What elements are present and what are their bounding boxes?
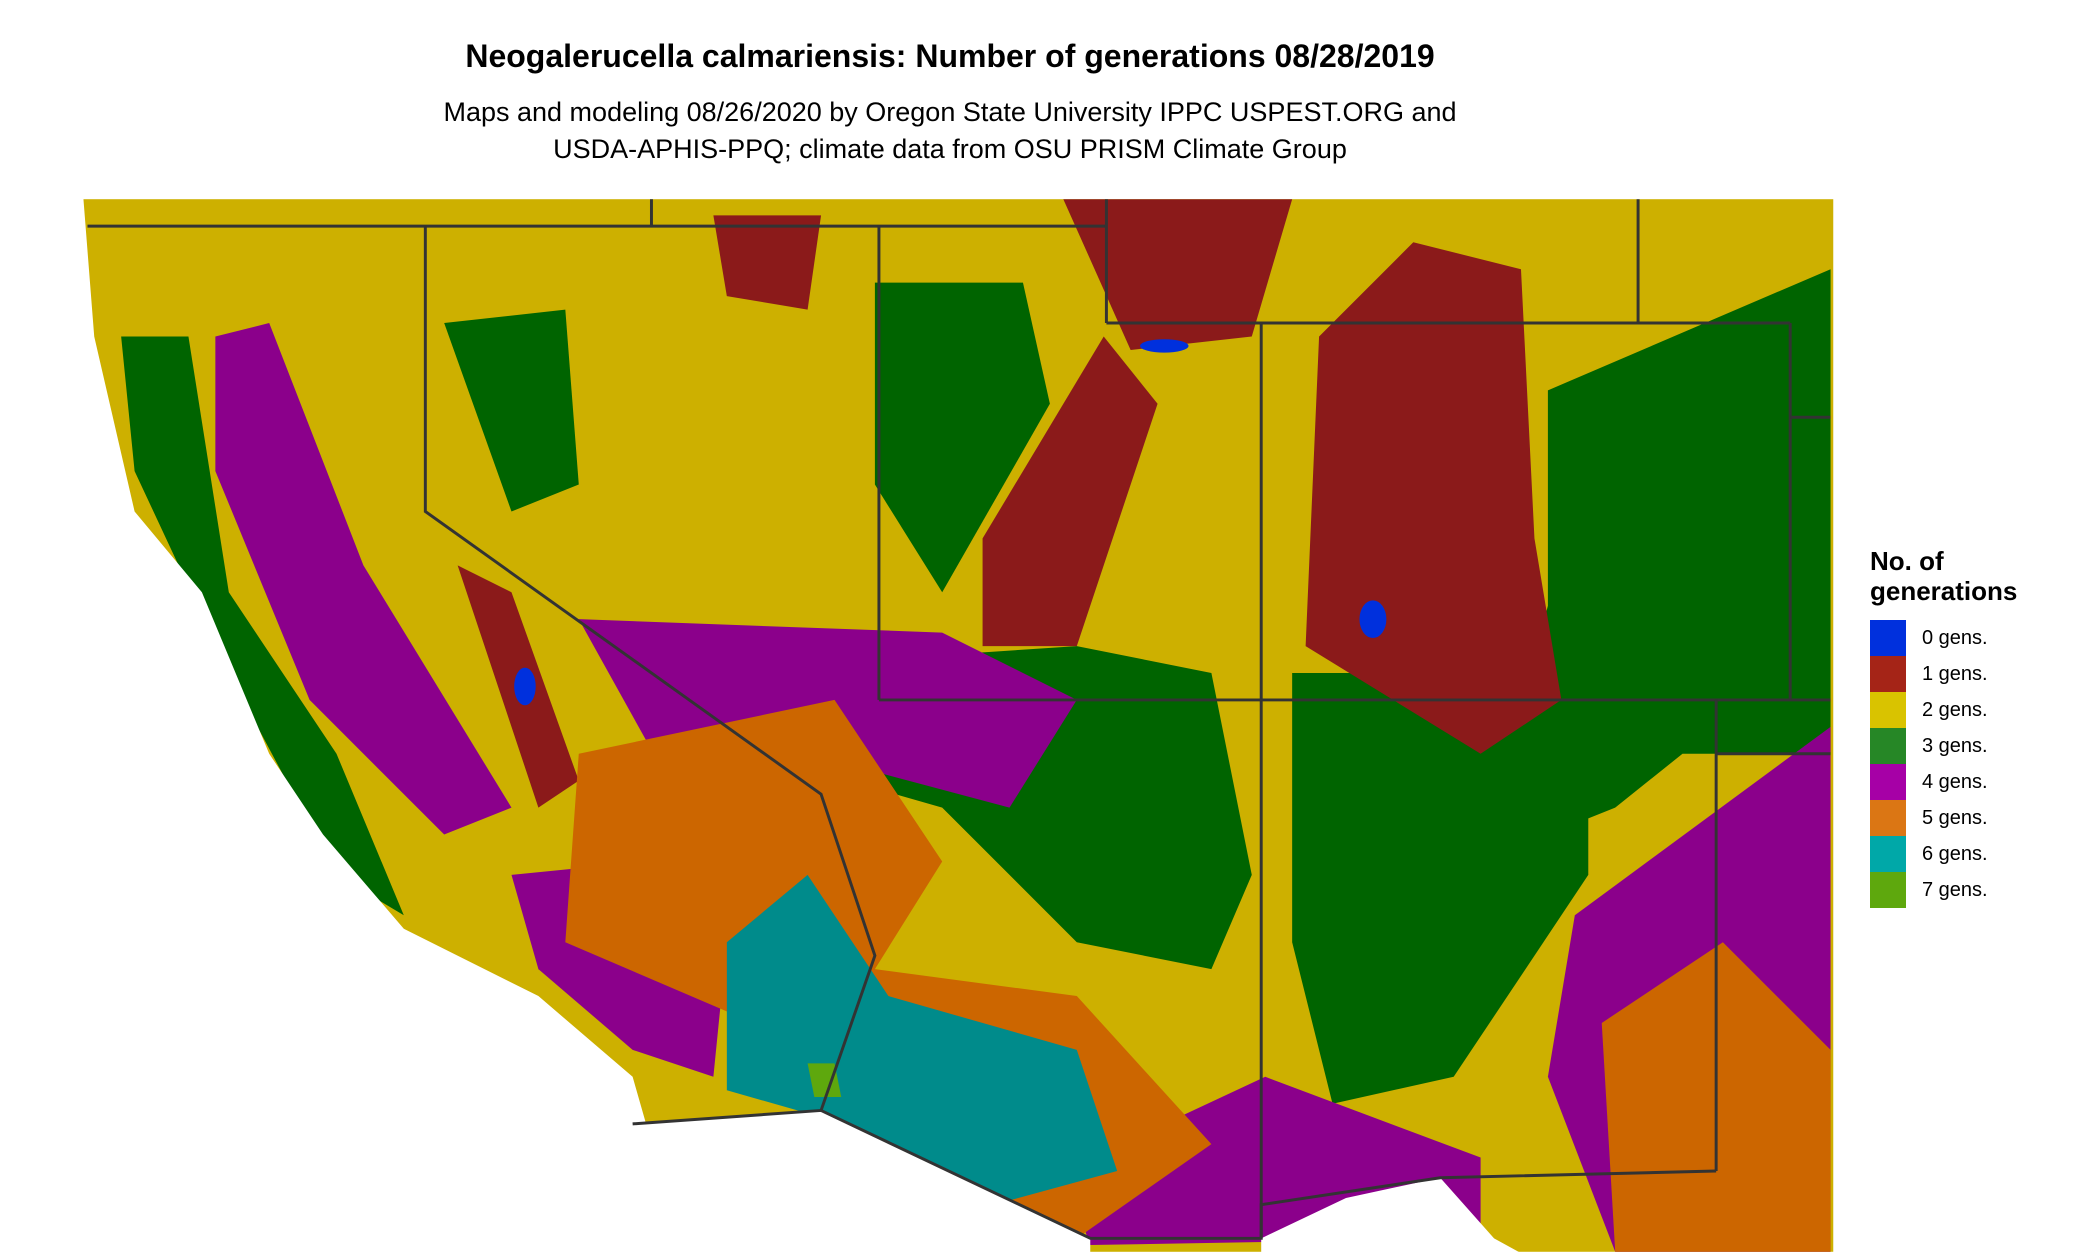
legend-label: 0 gens.	[1922, 626, 1988, 649]
region-6-gens-sonoran	[726, 874, 1118, 1212]
legend-item: 2 gens.	[1870, 692, 2017, 728]
map-title: Neogalerucella calmariensis: Number of g…	[465, 38, 1435, 74]
legend-swatch	[1870, 728, 1906, 764]
region-1-gens-wyoming	[1063, 199, 1293, 350]
legend-swatch	[1870, 800, 1906, 836]
legend-swatch	[1870, 872, 1906, 908]
legend-title: No. of generations	[1870, 546, 2017, 606]
legend-label: 2 gens.	[1922, 698, 1988, 721]
legend-label: 3 gens.	[1922, 734, 1988, 757]
legend-item: 7 gens.	[1870, 872, 2017, 908]
map-subtitle: Maps and modeling 08/26/2020 by Oregon S…	[0, 94, 1900, 168]
subtitle-line-1: Maps and modeling 08/26/2020 by Oregon S…	[443, 97, 1457, 127]
region-3-gens-ca-coast	[121, 336, 404, 916]
region-3-gens-nm	[1292, 673, 1589, 1104]
region-1-gens-idaho	[713, 215, 822, 310]
legend-item: 0 gens.	[1870, 620, 2017, 656]
region-1-gens-utah	[982, 336, 1158, 647]
region-0-gens-sierra	[514, 667, 536, 706]
legend-item: 3 gens.	[1870, 728, 2017, 764]
legend-swatch	[1870, 764, 1906, 800]
region-3-gens-great-basin	[874, 282, 1050, 593]
region-3-gens-nevada	[444, 309, 579, 512]
region-0-gens-wyoming	[1140, 339, 1189, 353]
legend-label: 7 gens.	[1922, 878, 1988, 901]
legend-label: 6 gens.	[1922, 842, 1988, 865]
legend-label: 4 gens.	[1922, 770, 1988, 793]
region-4-gens-central-valley	[215, 323, 512, 835]
state-borders	[87, 199, 1831, 1240]
legend-swatch	[1870, 656, 1906, 692]
subtitle-line-2: USDA-APHIS-PPQ; climate data from OSU PR…	[553, 134, 1347, 164]
region-0-gens-colorado	[1359, 600, 1387, 639]
legend-item: 5 gens.	[1870, 800, 2017, 836]
legend-item: 4 gens.	[1870, 764, 2017, 800]
legend: No. of generations 0 gens. 1 gens. 2 gens.…	[1870, 546, 2017, 908]
legend-item: 1 gens.	[1870, 656, 2017, 692]
legend-swatch	[1870, 620, 1906, 656]
region-7-gens-spot	[807, 1063, 842, 1097]
legend-item: 6 gens.	[1870, 836, 2017, 872]
legend-swatch	[1870, 836, 1906, 872]
ocean	[82, 199, 1091, 1254]
mexico	[1261, 1177, 1521, 1254]
legend-title-line-1: No. of	[1870, 546, 1944, 576]
legend-swatch	[1870, 692, 1906, 728]
legend-label: 5 gens.	[1922, 806, 1988, 829]
legend-label: 1 gens.	[1922, 662, 1988, 685]
legend-title-line-2: generations	[1870, 576, 2018, 606]
